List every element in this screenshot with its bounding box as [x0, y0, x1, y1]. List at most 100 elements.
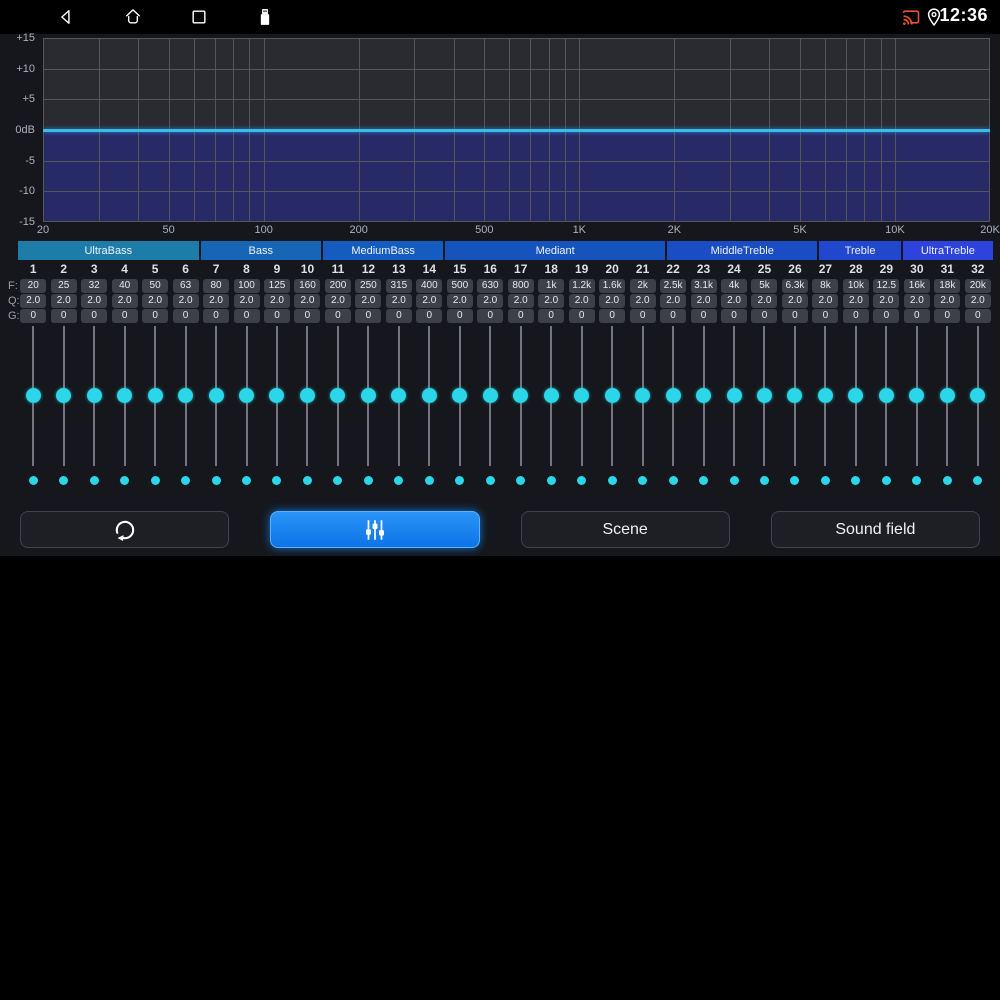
slider-knob[interactable]	[421, 388, 437, 403]
f-value[interactable]: 25	[50, 279, 77, 293]
slider-knob[interactable]	[56, 388, 72, 403]
q-value[interactable]: 2.0	[751, 294, 778, 308]
channel-dot[interactable]	[942, 475, 952, 485]
f-value[interactable]: 20	[20, 279, 47, 293]
q-value[interactable]: 2.0	[781, 294, 808, 308]
q-value[interactable]: 2.0	[660, 294, 687, 308]
slider-knob[interactable]	[269, 388, 285, 403]
g-value[interactable]: 0	[781, 309, 808, 323]
slider-knob[interactable]	[299, 388, 315, 403]
gain-slider[interactable]	[475, 326, 505, 466]
g-value[interactable]: 0	[660, 309, 687, 323]
gain-slider[interactable]	[597, 326, 627, 466]
channel-dot[interactable]	[820, 475, 830, 485]
f-value[interactable]: 80	[203, 279, 230, 293]
gain-slider[interactable]	[780, 326, 810, 466]
slider-knob[interactable]	[726, 388, 742, 403]
gain-slider[interactable]	[170, 326, 200, 466]
g-value[interactable]: 0	[812, 309, 839, 323]
channel-dot[interactable]	[59, 475, 69, 485]
f-value[interactable]: 1.2k	[568, 279, 595, 293]
gain-slider[interactable]	[48, 326, 78, 466]
gain-slider[interactable]	[262, 326, 292, 466]
q-value[interactable]: 2.0	[385, 294, 412, 308]
f-value[interactable]: 400	[416, 279, 443, 293]
f-value[interactable]: 160	[294, 279, 321, 293]
gain-slider[interactable]	[506, 326, 536, 466]
slider-knob[interactable]	[513, 388, 529, 403]
slider-knob[interactable]	[147, 388, 163, 403]
sound-field-button[interactable]: Sound field	[770, 511, 980, 548]
f-value[interactable]: 4k	[721, 279, 748, 293]
q-value[interactable]: 2.0	[416, 294, 443, 308]
slider-knob[interactable]	[574, 388, 590, 403]
q-value[interactable]: 2.0	[477, 294, 504, 308]
slider-knob[interactable]	[208, 388, 224, 403]
slider-knob[interactable]	[239, 388, 255, 403]
scene-button[interactable]: Scene	[520, 511, 730, 548]
f-value[interactable]: 50	[142, 279, 169, 293]
recents-icon[interactable]	[189, 7, 209, 27]
back-icon[interactable]	[56, 7, 76, 27]
channel-dot[interactable]	[120, 475, 130, 485]
f-value[interactable]: 200	[324, 279, 351, 293]
q-value[interactable]: 2.0	[324, 294, 351, 308]
f-value[interactable]: 125	[263, 279, 290, 293]
g-value[interactable]: 0	[538, 309, 565, 323]
f-value[interactable]: 800	[507, 279, 534, 293]
g-value[interactable]: 0	[477, 309, 504, 323]
channel-dot[interactable]	[485, 475, 495, 485]
slider-knob[interactable]	[939, 388, 955, 403]
gain-slider[interactable]	[719, 326, 749, 466]
channel-dot[interactable]	[729, 475, 739, 485]
q-value[interactable]: 2.0	[20, 294, 47, 308]
slider-knob[interactable]	[635, 388, 651, 403]
g-value[interactable]: 0	[20, 309, 47, 323]
gain-slider[interactable]	[292, 326, 322, 466]
channel-dot[interactable]	[790, 475, 800, 485]
slider-knob[interactable]	[604, 388, 620, 403]
gain-slider[interactable]	[566, 326, 596, 466]
g-value[interactable]: 0	[599, 309, 626, 323]
gain-slider[interactable]	[353, 326, 383, 466]
f-value[interactable]: 20k	[964, 279, 991, 293]
gain-slider[interactable]	[414, 326, 444, 466]
g-value[interactable]: 0	[142, 309, 169, 323]
slider-knob[interactable]	[178, 388, 194, 403]
slider-knob[interactable]	[391, 388, 407, 403]
gain-slider[interactable]	[109, 326, 139, 466]
g-value[interactable]: 0	[355, 309, 382, 323]
g-value[interactable]: 0	[294, 309, 321, 323]
gain-slider[interactable]	[231, 326, 261, 466]
gain-slider[interactable]	[810, 326, 840, 466]
channel-dot[interactable]	[759, 475, 769, 485]
g-value[interactable]: 0	[203, 309, 230, 323]
slider-knob[interactable]	[117, 388, 133, 403]
channel-dot[interactable]	[577, 475, 587, 485]
slider-knob[interactable]	[756, 388, 772, 403]
f-value[interactable]: 63	[172, 279, 199, 293]
q-value[interactable]: 2.0	[507, 294, 534, 308]
g-value[interactable]: 0	[233, 309, 260, 323]
channel-dot[interactable]	[242, 475, 252, 485]
q-value[interactable]: 2.0	[50, 294, 77, 308]
q-value[interactable]: 2.0	[446, 294, 473, 308]
slider-knob[interactable]	[86, 388, 102, 403]
gain-slider[interactable]	[841, 326, 871, 466]
q-value[interactable]: 2.0	[964, 294, 991, 308]
channel-dot[interactable]	[211, 475, 221, 485]
channel-dot[interactable]	[546, 475, 556, 485]
g-value[interactable]: 0	[416, 309, 443, 323]
gain-slider[interactable]	[201, 326, 231, 466]
gain-slider[interactable]	[140, 326, 170, 466]
channel-dot[interactable]	[668, 475, 678, 485]
gain-slider[interactable]	[871, 326, 901, 466]
g-value[interactable]: 0	[81, 309, 108, 323]
f-value[interactable]: 250	[355, 279, 382, 293]
channel-dot[interactable]	[150, 475, 160, 485]
channel-dot[interactable]	[28, 475, 38, 485]
f-value[interactable]: 500	[446, 279, 473, 293]
f-value[interactable]: 18k	[934, 279, 961, 293]
g-value[interactable]: 0	[263, 309, 290, 323]
q-value[interactable]: 2.0	[142, 294, 169, 308]
